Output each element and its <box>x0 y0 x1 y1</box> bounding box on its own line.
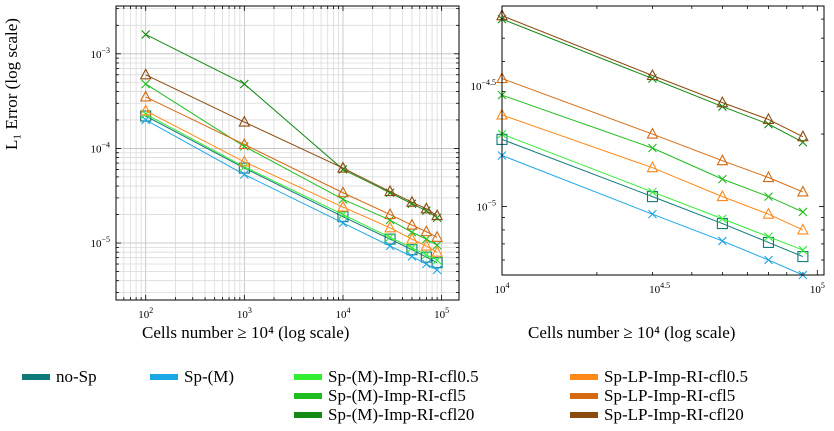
y-tick-label: 10−5 <box>90 235 110 250</box>
series-line <box>502 115 803 230</box>
data-point <box>799 138 807 146</box>
data-point <box>647 129 657 139</box>
x-axis-label-right: Cells number ≥ 10⁴ (log scale) <box>528 323 735 343</box>
series-line <box>502 19 803 142</box>
data-point <box>648 144 656 152</box>
series-line <box>502 95 803 212</box>
y-tick-label: 10−5 <box>476 199 496 214</box>
x-tick-label: 104 <box>335 306 350 321</box>
series-group <box>497 10 808 279</box>
y-tick-label: 10−4.5 <box>470 78 496 93</box>
y-tick-label: 10−4 <box>90 140 110 155</box>
data-point <box>764 193 772 201</box>
x-tick-label: 105 <box>434 306 449 321</box>
data-point <box>764 256 772 264</box>
series-sp-lp-imp-ri-cfl5 <box>497 73 808 196</box>
data-point <box>717 191 727 201</box>
data-point <box>764 233 772 241</box>
series-no-sp <box>497 134 808 261</box>
ticks <box>502 6 824 275</box>
series-line <box>502 139 803 256</box>
series-sp-m-imp-ri-cfl5 <box>498 91 807 216</box>
data-point <box>798 224 808 234</box>
data-point <box>799 246 807 254</box>
chart-panel-2: 104 104.5 105 10−4.5 10−5 <box>470 6 824 296</box>
data-point <box>718 175 726 183</box>
data-point <box>717 155 727 165</box>
plot-frame <box>502 6 824 275</box>
series-sp-m-imp-ri-cfl20 <box>498 15 807 146</box>
grid <box>116 6 459 300</box>
x-tick-label: 102 <box>138 306 153 321</box>
x-tick-label: 103 <box>237 306 252 321</box>
data-point <box>798 186 808 196</box>
chart-panel-1: 102 103 104 105 10−3 10−4 10−5 <box>90 6 459 321</box>
series-sp-m- <box>498 151 807 279</box>
y-axis-label: L₁ Error (log scale) <box>2 18 22 150</box>
data-point <box>799 208 807 216</box>
data-point <box>718 237 726 245</box>
x-axis-label-left: Cells number ≥ 10⁴ (log scale) <box>142 323 349 343</box>
data-point <box>648 210 656 218</box>
x-tick-label: 105 <box>810 281 825 296</box>
x-tick-label: 104.5 <box>649 281 670 296</box>
y-tick-label: 10−3 <box>90 46 110 61</box>
series-line <box>502 16 803 137</box>
x-tick-label: 104 <box>495 281 510 296</box>
data-point <box>763 209 773 219</box>
series-line <box>502 79 803 192</box>
